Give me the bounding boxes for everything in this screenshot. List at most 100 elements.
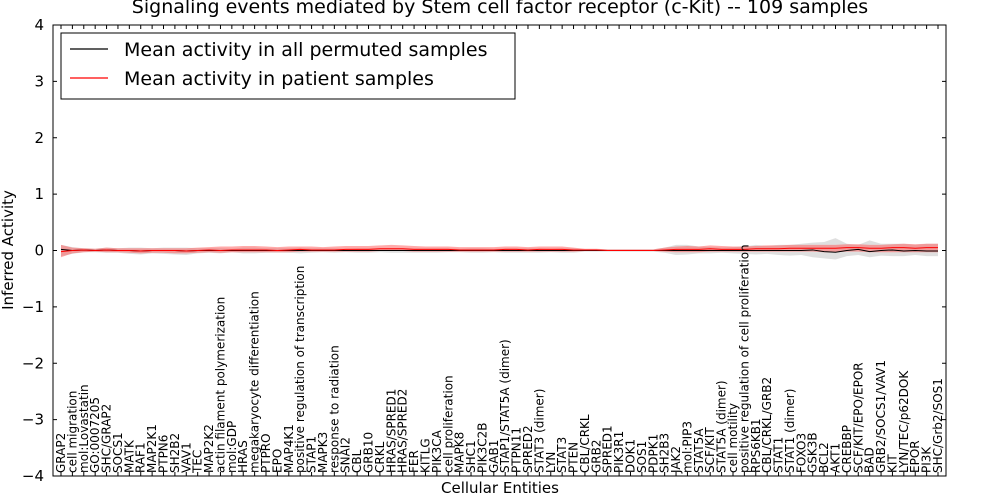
category-label: KIT: [885, 454, 899, 473]
category-label: EPOR: [908, 440, 922, 473]
category-label: PTPRO: [259, 433, 273, 473]
category-label: GRAP2: [54, 433, 68, 473]
y-tick-label: −2: [22, 354, 44, 372]
category-label: cell motility: [726, 403, 740, 473]
category-label: GRB2/SOCS1/VAV1: [874, 360, 888, 473]
category-label: AKT1: [828, 443, 842, 473]
category-label: mol:PIP3: [680, 421, 694, 473]
legend-label-permuted: Mean activity in all permuted samples: [124, 39, 487, 61]
category-label: positive regulation of transcription: [293, 266, 307, 473]
series-lines: [60, 247, 938, 253]
category-label: response to radiation: [327, 345, 341, 473]
category-label: MATK: [122, 439, 136, 473]
category-label: SHC1: [464, 440, 478, 473]
category-label: GRB2: [589, 439, 603, 473]
legend: Mean activity in all permuted samples Me…: [60, 32, 516, 100]
category-label: HRAS: [236, 440, 250, 473]
category-label: mol:GDP: [225, 421, 239, 473]
category-label: SHC/GRAP2: [100, 404, 114, 473]
category-label: STAT5A (dimer): [715, 380, 729, 473]
category-label: PTEN: [567, 442, 581, 473]
category-label: MAP2K2: [202, 424, 216, 473]
x-axis: [60, 25, 939, 476]
category-label: mol:Lovastatin: [77, 384, 91, 473]
y-tick-label: 1: [34, 185, 44, 203]
category-label: cell proliferation: [441, 375, 455, 473]
category-label: STAP1: [305, 436, 319, 473]
category-label: STAP1/STAT5A (dimer): [498, 339, 512, 473]
category-label: VAV1: [179, 442, 193, 473]
category-label: LYN: [544, 452, 558, 473]
category-label: RPS6KB1: [749, 418, 763, 473]
category-label: STAT5A: [692, 428, 706, 473]
category-label: KITLG: [418, 438, 432, 473]
category-label: PDPK1: [646, 434, 660, 473]
legend-label-patient: Mean activity in patient samples: [124, 68, 434, 90]
category-label: BCL2: [817, 442, 831, 473]
category-label: CRKL: [373, 441, 387, 473]
category-label: SPRED1: [601, 425, 615, 473]
confidence-bands: [61, 238, 938, 260]
category-label: HRAS/SPRED1: [384, 389, 398, 473]
category-label: LYN/TEC/p62DOK: [897, 370, 911, 473]
y-tick-label: −3: [22, 411, 44, 429]
category-label: SNAI2: [339, 437, 353, 473]
category-label: SOS1: [635, 441, 649, 473]
category-label: GAB1: [487, 440, 501, 473]
category-label: PIK3R1: [612, 431, 626, 473]
category-label: SCF/KIT/EPO/EPOR: [851, 362, 865, 473]
y-tick-label: 3: [34, 72, 44, 90]
category-label: MAP2K1: [145, 424, 159, 473]
legend-box: [60, 32, 516, 100]
y-tick-label: −1: [22, 298, 44, 316]
category-label: EPO: [270, 449, 284, 473]
category-label: SH2B2: [168, 433, 182, 473]
category-label: MAP4K1: [282, 424, 296, 473]
category-label: CREBBP: [840, 425, 854, 473]
category-label: GRB10: [362, 432, 376, 473]
category-label: CBL/CRKL/GRB2: [760, 377, 774, 473]
category-label: MAPK8: [453, 432, 467, 473]
y-tick-label: 4: [34, 16, 44, 34]
y-tick-label: 2: [34, 129, 44, 147]
category-label: SPRED2: [521, 425, 535, 473]
category-label: STAT3 (dimer): [532, 389, 546, 473]
category-label: SOCS1: [111, 432, 125, 473]
category-label: GSK3B: [806, 432, 820, 473]
category-label: TEC: [191, 450, 205, 474]
category-label: CBL/CRKL: [578, 414, 592, 473]
category-label: PI3K: [920, 446, 934, 473]
category-label: GO:0007205: [88, 397, 102, 473]
chart-title: Signaling events mediated by Stem cell f…: [132, 0, 868, 18]
category-label: MAPK3: [316, 432, 330, 473]
category-label: PIK3C2B: [475, 422, 489, 473]
category-label: CBL: [350, 449, 364, 473]
x-axis-title: Cellular Entities: [441, 479, 559, 497]
category-label: JAK2: [669, 446, 683, 474]
category-label: actin filament polymerization: [213, 297, 227, 473]
y-axis: −4 −3 −2 −1 0 1 2 3 4: [22, 16, 946, 485]
category-label: STAT1 (dimer): [783, 389, 797, 473]
y-tick-label: −4: [22, 467, 44, 485]
category-label: PIK3CA: [430, 429, 444, 473]
category-label: cell migration: [65, 391, 79, 473]
category-label: DOK1: [623, 439, 637, 473]
category-label: RAF1: [134, 442, 148, 473]
category-label: STAT1: [772, 437, 786, 473]
category-label: positive regulation of cell proliferatio…: [737, 244, 751, 473]
category-label: FER: [407, 450, 421, 473]
y-tick-label: 0: [34, 242, 44, 260]
category-label: megakaryocyte differentiation: [248, 291, 262, 473]
category-label: PTPN6: [157, 435, 171, 473]
category-label: HRAS/SPRED2: [396, 389, 410, 473]
category-label: FOXO3: [794, 433, 808, 473]
category-label: PTPN11: [510, 427, 524, 473]
category-label: SH2B3: [658, 433, 672, 473]
y-axis-title: Inferred Activity: [0, 190, 17, 310]
category-label: SHC/Grb2/SOS1: [931, 378, 945, 473]
line-patient-mean: [60, 247, 938, 253]
category-label: STAT3: [555, 437, 569, 473]
category-label: BAD: [863, 447, 877, 473]
